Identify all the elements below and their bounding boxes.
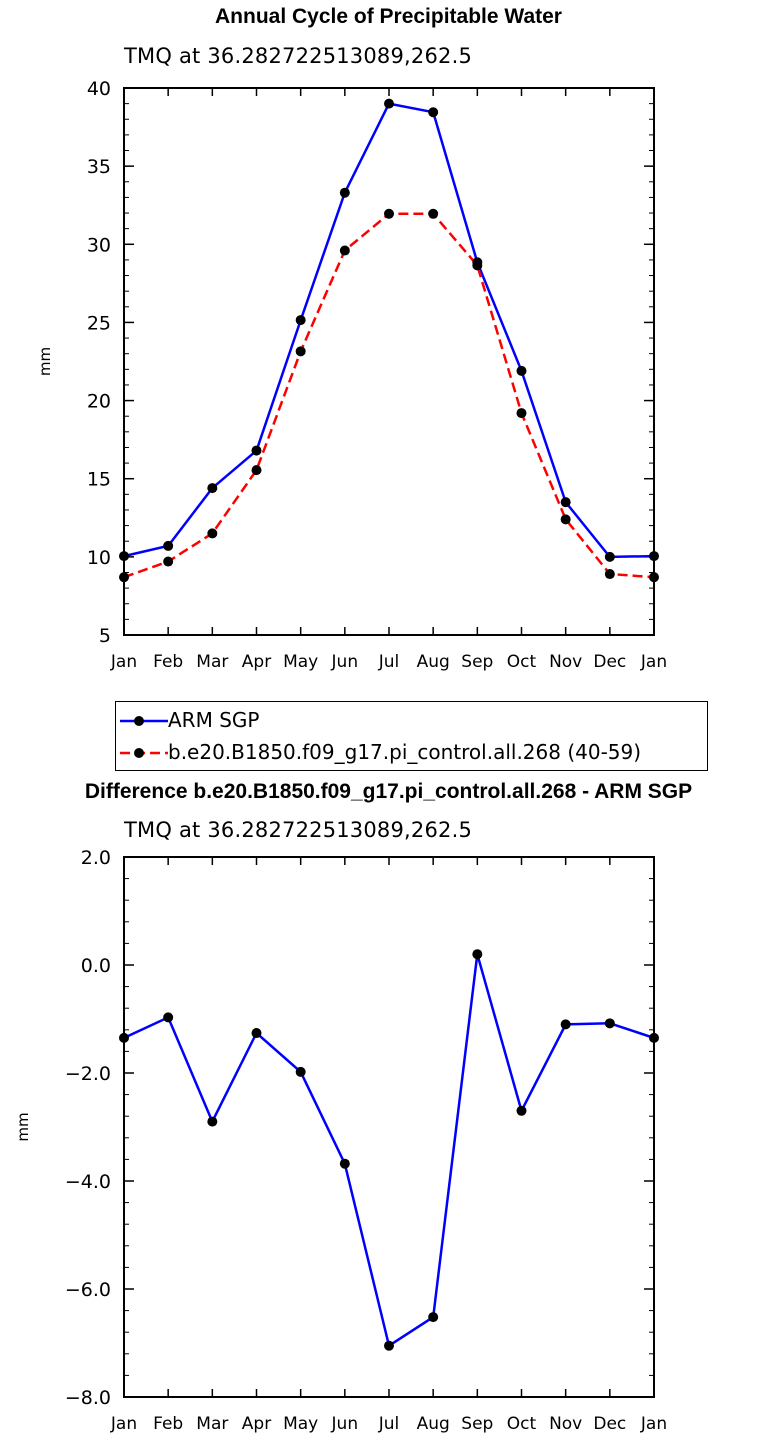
chart2-y-tick-label: −8.0 xyxy=(65,1387,111,1409)
chart2-x-tick-label: Jun xyxy=(331,1414,359,1434)
legend-label-series-1: ARM SGP xyxy=(168,708,260,732)
chart2-y-axis-label: mm xyxy=(14,1112,32,1141)
chart1-series-2-point xyxy=(163,556,174,567)
chart1-series-2-point xyxy=(472,260,483,271)
chart1-y-tick-label: 30 xyxy=(87,234,111,256)
legend-swatch-marker-series-2 xyxy=(134,748,144,758)
chart1-y-tick-label: 10 xyxy=(87,547,111,569)
chart1-series-2-point xyxy=(251,465,262,476)
chart2-x-tick-label: Jul xyxy=(378,1414,400,1434)
legend-swatches xyxy=(120,716,168,758)
chart2-x-tick-label: Jan xyxy=(110,1414,137,1434)
chart2-series-1-point xyxy=(295,1066,306,1077)
chart1-x-tick-label: Dec xyxy=(593,652,626,672)
chart1-y-tick-label: 5 xyxy=(99,625,111,647)
chart2-series-1-point xyxy=(428,1312,439,1323)
chart1-series-2-point xyxy=(516,408,527,419)
chart2-series-1-line xyxy=(123,953,655,1348)
chart1-series-2-point xyxy=(384,208,394,219)
chart2-title: Difference b.e20.B1850.f09_g17.pi_contro… xyxy=(84,780,693,803)
chart2-series-1-point xyxy=(339,1158,350,1169)
chart2-plot: Jan Feb Mar Apr May Jun Jul Aug Sep Oct Nov Dec Jan −… xyxy=(14,847,667,1434)
chart1-subtitle: TMQ at 36.282722513089,262.5 xyxy=(124,44,473,68)
chart1-series-2-line xyxy=(123,212,655,579)
chart1-x-tick-label: Jan xyxy=(640,652,667,672)
chart1-plot: Jan Feb Mar Apr May Jun Jul Aug Sep Oct Nov Dec Jan 5… xyxy=(36,78,667,672)
chart1-series-1-point xyxy=(560,497,571,508)
chart2-series-1-point xyxy=(649,1032,659,1043)
chart2-series-1-point xyxy=(207,1116,218,1127)
chart1-series-1-point xyxy=(295,315,306,326)
chart1-x-tick-label: Aug xyxy=(417,652,450,672)
chart1-series-2-point xyxy=(604,569,615,580)
chart2-x-tick-label: Dec xyxy=(593,1414,626,1434)
chart1-series-1-point xyxy=(251,445,262,456)
chart1-x-tick-label: Jan xyxy=(110,652,137,672)
chart1-y-axis-label: mm xyxy=(36,347,54,376)
chart2-series-1-point xyxy=(604,1018,615,1029)
chart1-series-1-point xyxy=(119,551,129,562)
chart2-y-tick-label: −4.0 xyxy=(65,1171,111,1193)
chart2-series-1-point xyxy=(560,1019,571,1030)
chart1-series-2-point xyxy=(649,572,659,583)
chart1-plot-frame xyxy=(123,87,655,636)
chart1-series-1-point xyxy=(516,365,527,376)
chart1-x-tick-label: Jul xyxy=(378,652,400,672)
chart2-series-1-point xyxy=(251,1028,262,1039)
chart2-y-tick-label: −6.0 xyxy=(65,1279,111,1301)
chart2-x-tick-label: Feb xyxy=(153,1414,183,1434)
chart2-x-tick-label: Nov xyxy=(549,1414,582,1434)
chart1-series-1-point xyxy=(163,540,174,551)
chart2-subtitle: TMQ at 36.282722513089,262.5 xyxy=(124,818,473,842)
chart2-plot-frame xyxy=(123,856,655,1398)
chart1-y-tick-label: 40 xyxy=(87,78,111,100)
chart1-x-tick-label: Mar xyxy=(196,652,228,672)
chart1-x-tick-label: Apr xyxy=(242,652,271,672)
chart1-x-tick-label: May xyxy=(283,652,318,672)
chart1-x-tick-label: Oct xyxy=(507,652,537,672)
chart2-y-tick-label: 0.0 xyxy=(81,955,111,977)
chart1-y-tick-label: 20 xyxy=(87,391,111,413)
chart1-series-2-point xyxy=(295,346,306,357)
chart1-x-tick-label: Sep xyxy=(461,652,493,672)
chart1-x-tick-label: Jun xyxy=(331,652,359,672)
legend-label-series-2: b.e20.B1850.f09_g17.pi_control.all.268 (… xyxy=(168,740,642,764)
chart1-series-1-point xyxy=(428,107,439,118)
chart2-x-tick-label: Oct xyxy=(507,1414,537,1434)
chart1-y-tick-label: 15 xyxy=(87,469,111,491)
legend-swatch-marker-series-1 xyxy=(134,716,144,726)
chart1-series-1-point xyxy=(384,98,394,109)
chart2-y-tick-label: −2.0 xyxy=(65,1063,111,1085)
chart2-x-tick-label: Aug xyxy=(417,1414,450,1434)
chart2-series-1-point xyxy=(163,1012,174,1023)
chart2-x-tick-label: Apr xyxy=(242,1414,271,1434)
chart1-series-2-point xyxy=(560,514,571,525)
chart1-series-1-point xyxy=(604,551,615,562)
chart1-series-2-point xyxy=(428,208,439,219)
chart2-series-1-point xyxy=(516,1105,527,1116)
chart2-x-tick-label: Mar xyxy=(196,1414,228,1434)
chart1-title: Annual Cycle of Precipitable Water xyxy=(215,5,562,28)
chart2-x-tick-label: May xyxy=(283,1414,318,1434)
chart1-series-2-point xyxy=(339,245,350,256)
chart1-x-tick-label: Nov xyxy=(549,652,582,672)
legend: ARM SGP b.e20.B1850.f09_g17.pi_control.a… xyxy=(115,701,708,771)
chart1-series-1-point xyxy=(649,551,659,562)
chart1-y-tick-label: 35 xyxy=(87,156,111,178)
chart1-x-tick-label: Feb xyxy=(153,652,183,672)
chart1-y-tick-label: 25 xyxy=(87,312,111,334)
chart1-series-1-point xyxy=(339,187,350,198)
chart2-x-tick-label: Jan xyxy=(640,1414,667,1434)
chart2-series-1-point xyxy=(472,949,483,960)
chart2-series-1-point xyxy=(119,1032,129,1043)
chart1-series-2-point xyxy=(119,572,129,583)
chart1-series-2-point xyxy=(207,528,218,539)
chart2-y-tick-label: 2.0 xyxy=(81,847,111,869)
chart2-series-1-point xyxy=(384,1340,394,1351)
chart2-x-tick-label: Sep xyxy=(461,1414,493,1434)
chart1-series-1-line xyxy=(123,102,655,559)
chart1-series-1-point xyxy=(207,483,218,494)
